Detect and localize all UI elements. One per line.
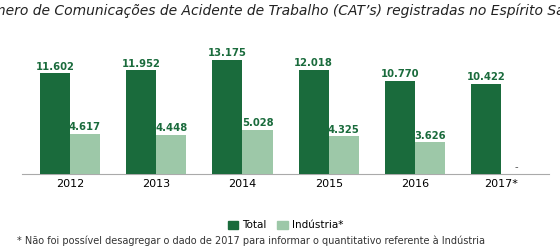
Text: Número de Comunicações de Acidente de Trabalho (CAT’s) registradas no Espírito S: Número de Comunicações de Acidente de Tr… [0,4,560,18]
Bar [156,135,186,174]
Bar [212,60,242,174]
Text: 11.952: 11.952 [122,59,161,69]
Bar [415,142,445,174]
Bar [385,81,415,174]
Text: 10.422: 10.422 [467,72,506,82]
Text: 4.325: 4.325 [328,124,360,134]
Bar [242,130,273,174]
Legend: Total, Indústria*: Total, Indústria* [224,216,347,235]
Bar [471,84,501,174]
Bar [298,70,329,174]
Text: 12.018: 12.018 [294,58,333,68]
Bar [40,73,70,174]
Text: 10.770: 10.770 [381,69,419,79]
Text: * Não foi possível desagregar o dado de 2017 para informar o quantitativo refere: * Não foi possível desagregar o dado de … [17,235,485,246]
Text: 13.175: 13.175 [208,48,247,58]
Text: 4.448: 4.448 [155,124,188,133]
Bar [70,134,100,174]
Text: 3.626: 3.626 [414,130,446,141]
Text: 11.602: 11.602 [35,62,74,72]
Text: -: - [515,162,518,172]
Bar [329,136,359,174]
Text: 4.617: 4.617 [69,122,101,132]
Text: 5.028: 5.028 [242,119,273,128]
Bar [126,70,156,174]
